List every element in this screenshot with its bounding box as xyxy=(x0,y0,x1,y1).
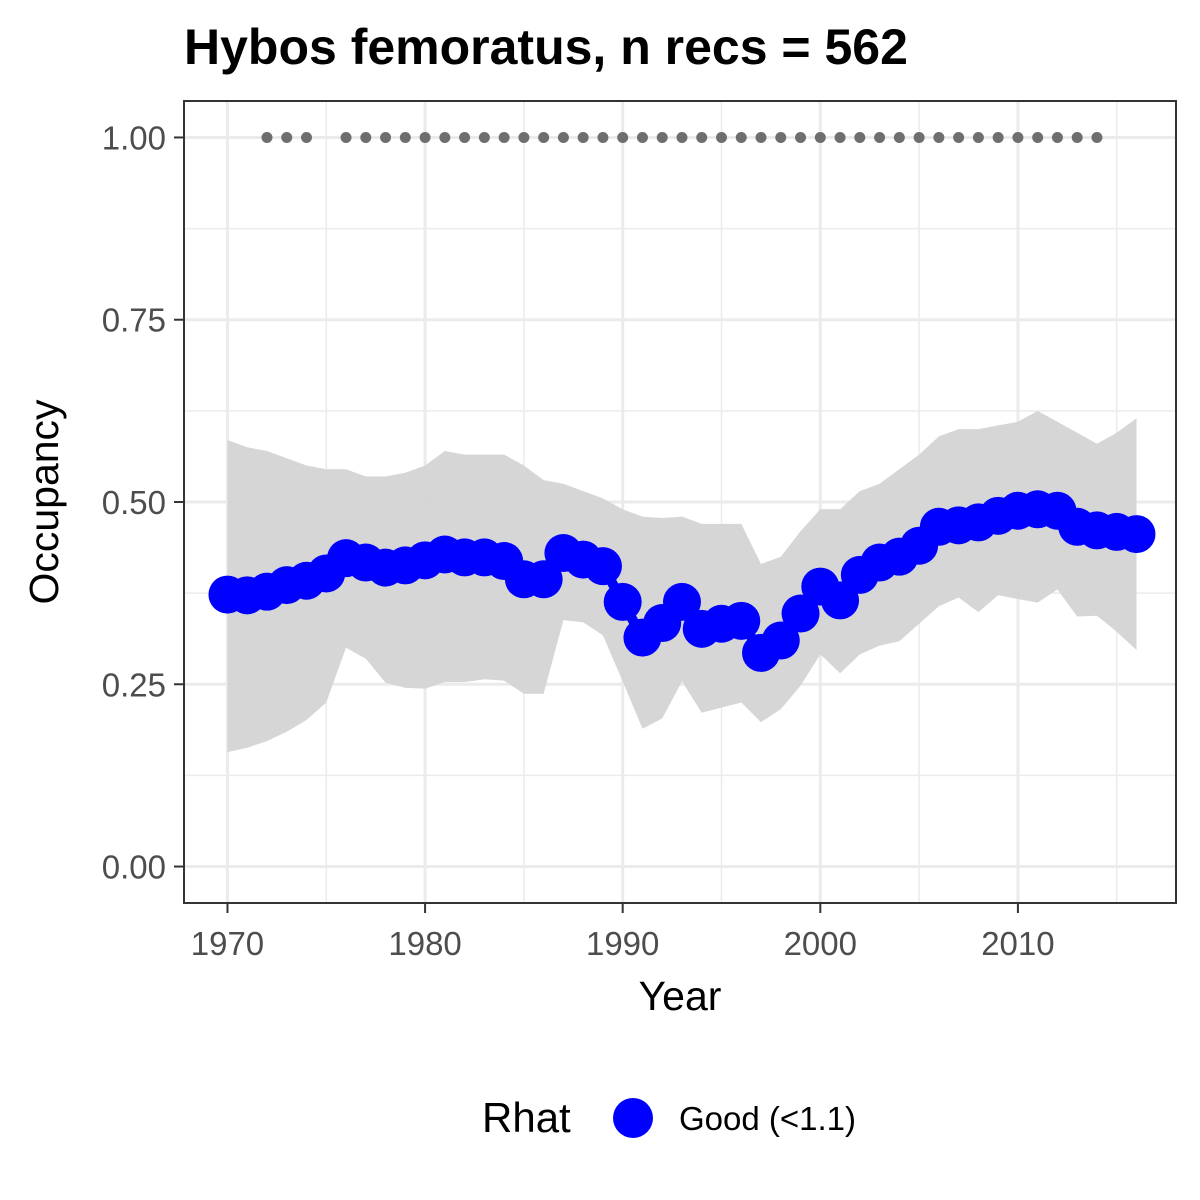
series-point xyxy=(1117,515,1156,554)
record-point xyxy=(656,131,668,143)
record-point xyxy=(360,131,372,143)
y-tick-label: 0.00 xyxy=(102,849,166,886)
legend: Rhat Good (<1.1) xyxy=(0,1090,1200,1150)
record-point xyxy=(676,131,688,143)
x-tick-label: 1990 xyxy=(586,925,659,962)
credible-interval-band xyxy=(227,410,1137,753)
record-point xyxy=(281,131,293,143)
record-point xyxy=(755,131,767,143)
chart-title: Hybos femoratus, n recs = 562 xyxy=(184,19,908,75)
record-point xyxy=(380,131,392,143)
record-point xyxy=(518,131,530,143)
record-point xyxy=(340,131,352,143)
legend-label: Good (<1.1) xyxy=(679,1100,857,1137)
record-point xyxy=(854,131,866,143)
record-point xyxy=(814,131,826,143)
record-point xyxy=(498,131,510,143)
record-point xyxy=(933,131,945,143)
credible-interval-area xyxy=(227,410,1137,753)
series-point xyxy=(722,601,761,640)
record-point xyxy=(301,131,313,143)
record-point xyxy=(972,131,984,143)
series-point xyxy=(781,594,820,633)
record-point xyxy=(261,131,273,143)
y-tick-label: 1.00 xyxy=(102,119,166,156)
legend-key-circle-icon xyxy=(613,1098,653,1138)
record-point xyxy=(715,131,727,143)
record-point xyxy=(557,131,569,143)
record-point xyxy=(795,131,807,143)
record-point xyxy=(1012,131,1024,143)
record-point xyxy=(1051,131,1063,143)
chart-plot: 1970 1980 1990 2000 2010 0.00 0.25 0.50 0.75 1.00… xyxy=(21,100,1177,1019)
record-point xyxy=(735,131,747,143)
record-point xyxy=(953,131,965,143)
record-point xyxy=(992,131,1004,143)
legend-title: Rhat xyxy=(482,1094,571,1141)
x-tick-label: 1970 xyxy=(191,925,264,962)
series-point xyxy=(524,560,563,599)
x-axis-title: Year xyxy=(639,973,722,1019)
record-point xyxy=(538,131,550,143)
record-point xyxy=(439,131,451,143)
occupancy-series xyxy=(208,490,1156,672)
record-point xyxy=(577,131,589,143)
x-tick-label: 2010 xyxy=(981,925,1054,962)
record-point xyxy=(1032,131,1044,143)
series-point xyxy=(603,582,642,621)
record-point xyxy=(399,131,411,143)
record-point xyxy=(597,131,609,143)
record-point xyxy=(617,131,629,143)
x-tick-label: 1980 xyxy=(388,925,461,962)
record-point xyxy=(636,131,648,143)
record-point xyxy=(775,131,787,143)
record-point xyxy=(478,131,490,143)
y-tick-label: 0.25 xyxy=(102,666,166,703)
series-point xyxy=(662,582,701,621)
series-point xyxy=(583,547,622,586)
series-point xyxy=(761,621,800,660)
record-point xyxy=(1091,131,1103,143)
series-point xyxy=(821,581,860,620)
record-point xyxy=(834,131,846,143)
y-tick-label: 0.75 xyxy=(102,302,166,339)
x-tick-label: 2000 xyxy=(784,925,857,962)
record-point xyxy=(913,131,925,143)
axes: 1970 1980 1990 2000 2010 0.00 0.25 0.50 0.75 1.00 xyxy=(102,119,1055,962)
record-point xyxy=(1071,131,1083,143)
record-point xyxy=(459,131,471,143)
y-tick-label: 0.50 xyxy=(102,484,166,521)
record-point xyxy=(419,131,431,143)
record-point xyxy=(874,131,886,143)
record-point xyxy=(696,131,708,143)
record-points xyxy=(261,131,1103,143)
record-point xyxy=(893,131,905,143)
y-axis-title: Occupancy xyxy=(21,399,67,605)
